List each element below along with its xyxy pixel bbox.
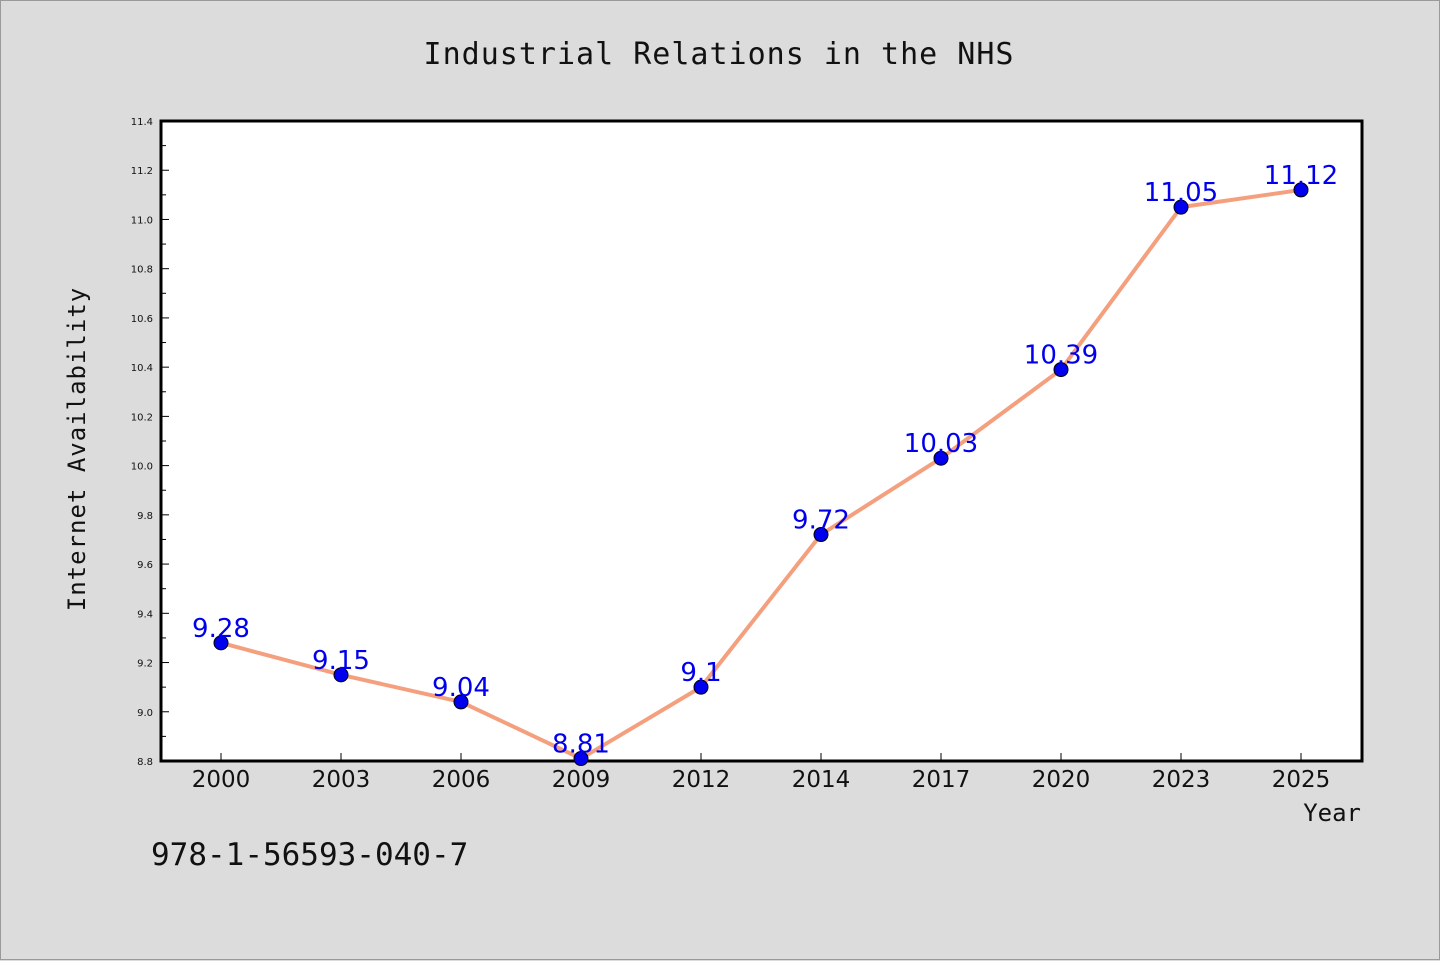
y-tick-label: 10.6 <box>131 314 153 325</box>
chart-title: Industrial Relations in the NHS <box>424 37 1015 72</box>
data-point <box>933 450 949 466</box>
plot-area <box>159 119 1364 763</box>
data-point <box>213 635 229 651</box>
x-tick-label: 2025 <box>1272 767 1331 793</box>
data-point <box>1293 182 1309 198</box>
y-tick-label: 10.4 <box>131 363 153 374</box>
x-tick-label: 2023 <box>1152 767 1211 793</box>
x-tick-label: 2003 <box>312 767 371 793</box>
data-point <box>1173 199 1189 215</box>
y-tick-label: 11.0 <box>131 215 153 226</box>
data-label: 11.05 <box>1144 178 1218 208</box>
data-label: 10.39 <box>1024 341 1098 371</box>
data-label: 9.15 <box>312 646 370 676</box>
y-axis-label: Internet Availability <box>63 287 91 611</box>
data-label: 9.28 <box>192 614 250 644</box>
y-tick-label: 9.2 <box>137 659 153 670</box>
y-tick-label: 9.0 <box>137 708 153 719</box>
data-label: 11.12 <box>1264 161 1338 191</box>
y-tick-label: 11.2 <box>131 166 153 177</box>
y-tick-label: 10.0 <box>131 462 153 473</box>
y-tick-label: 10.8 <box>131 265 153 276</box>
x-tick-label: 2020 <box>1032 767 1091 793</box>
x-tick-label: 2000 <box>192 767 251 793</box>
y-tick-label: 10.2 <box>131 412 153 423</box>
y-tick-label: 9.8 <box>137 511 153 522</box>
x-axis: 2000 2003 2006 2009 2012 2014 2017 2020 2023 2025 <box>192 753 1331 793</box>
x-axis-label: Year <box>1303 799 1361 827</box>
data-point <box>573 751 589 767</box>
series-line <box>219 187 1303 761</box>
data-labels: 9.28 9.15 9.04 8.81 9.1 9.72 10.03 10.39 11.05 11… <box>192 161 1338 760</box>
data-label: 9.72 <box>792 506 850 536</box>
x-tick-label: 2017 <box>912 767 971 793</box>
x-tick-label: 2006 <box>432 767 491 793</box>
x-tick-label: 2012 <box>672 767 731 793</box>
data-point <box>453 694 469 710</box>
y-axis: 8.8 9.0 9.2 9.4 9.6 9.8 10.0 10.2 10.4 10.6 10.8 11… <box>131 117 169 768</box>
data-label: 8.81 <box>552 730 610 760</box>
y-tick-label: 11.4 <box>131 117 153 128</box>
data-point <box>1053 362 1069 378</box>
data-label: 9.1 <box>680 658 721 688</box>
data-label: 10.03 <box>904 429 978 459</box>
y-tick-label: 8.8 <box>137 757 153 768</box>
data-point <box>693 679 709 695</box>
y-tick-label: 9.6 <box>137 560 153 571</box>
series-layer <box>213 182 1309 767</box>
data-point <box>813 527 829 543</box>
y-tick-label: 9.4 <box>137 609 153 620</box>
x-tick-label: 2009 <box>552 767 611 793</box>
x-tick-label: 2014 <box>792 767 851 793</box>
data-label: 9.04 <box>432 673 490 703</box>
isbn-footer: 978-1-56593-040-7 <box>151 837 468 873</box>
data-point <box>333 667 349 683</box>
